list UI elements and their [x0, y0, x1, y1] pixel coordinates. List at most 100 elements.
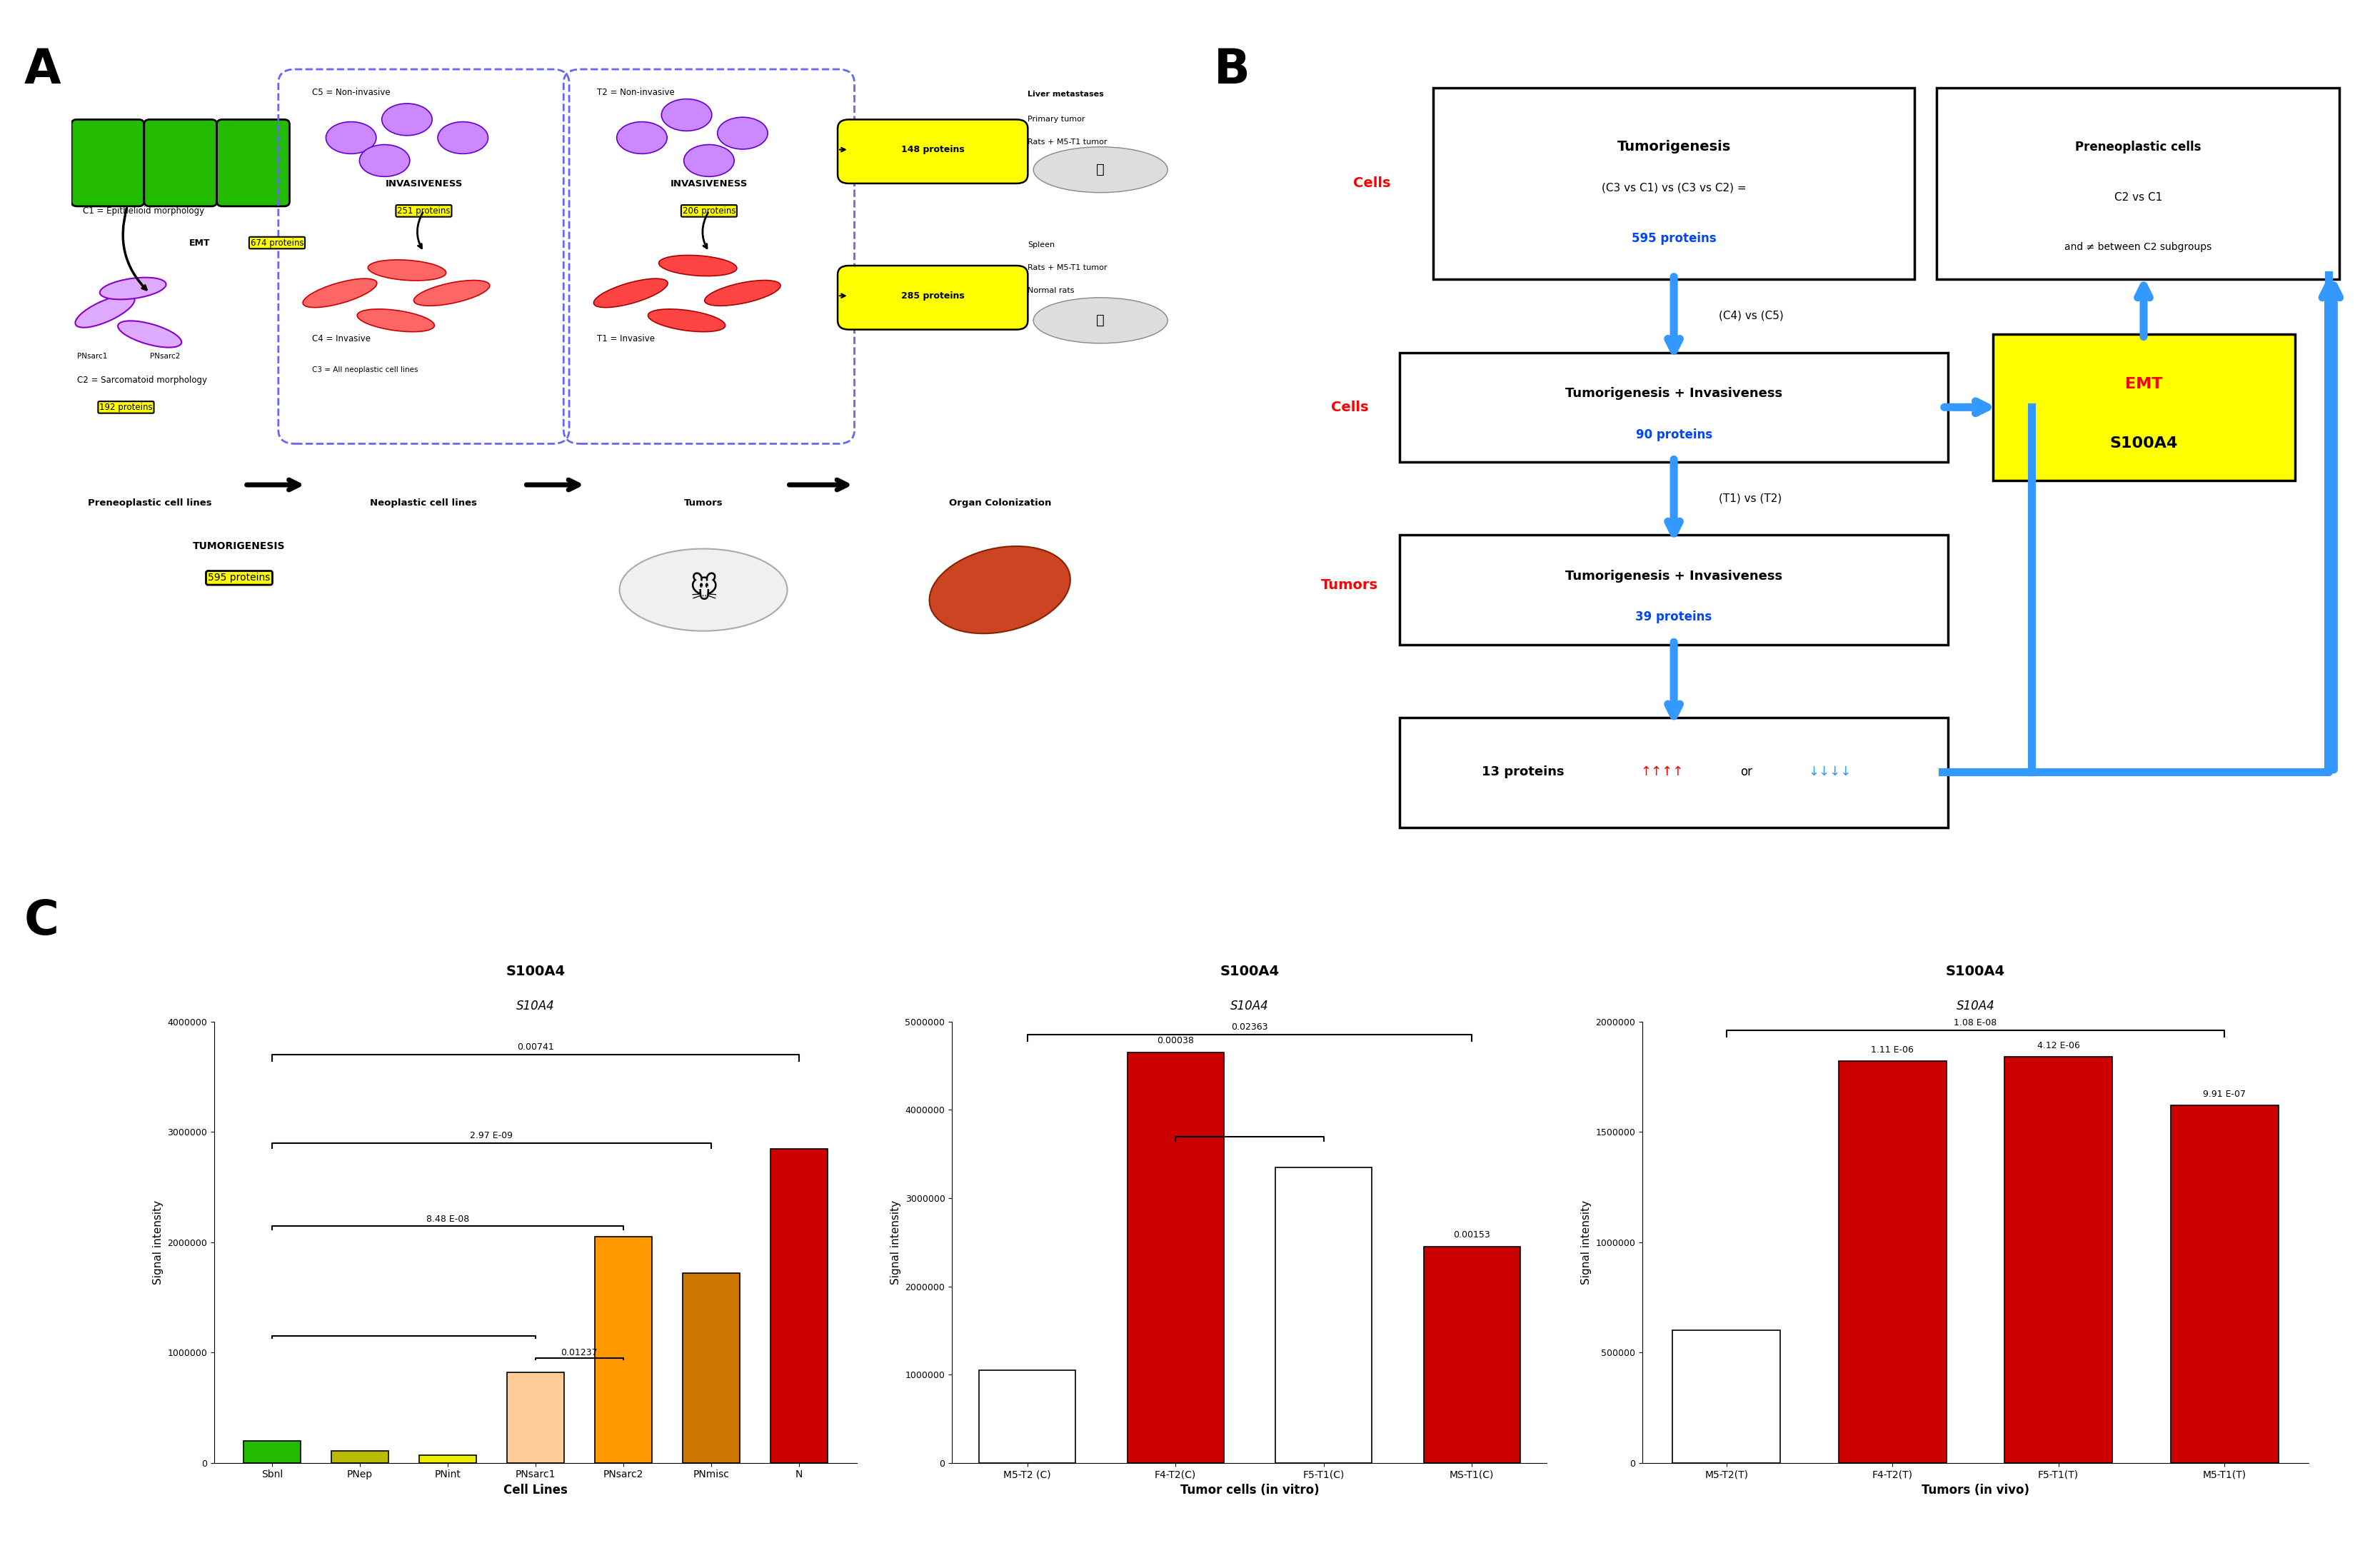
- Ellipse shape: [438, 122, 488, 153]
- Ellipse shape: [659, 255, 738, 276]
- Ellipse shape: [662, 99, 712, 132]
- Bar: [978, 1370, 1076, 1463]
- Bar: [1837, 1062, 1947, 1463]
- Ellipse shape: [704, 280, 781, 307]
- Ellipse shape: [100, 277, 167, 299]
- Text: Preneoplastic cells: Preneoplastic cells: [2075, 141, 2202, 153]
- Bar: [419, 1455, 476, 1463]
- Text: INVASIVENESS: INVASIVENESS: [671, 180, 747, 189]
- Bar: [2171, 1105, 2278, 1463]
- Ellipse shape: [414, 280, 490, 307]
- Text: Tumors: Tumors: [683, 498, 724, 508]
- Ellipse shape: [928, 546, 1071, 633]
- Text: PNsarc1: PNsarc1: [76, 353, 107, 359]
- FancyBboxPatch shape: [838, 119, 1028, 183]
- FancyBboxPatch shape: [1992, 334, 2294, 480]
- Text: INVASIVENESS: INVASIVENESS: [386, 180, 462, 189]
- Ellipse shape: [1033, 297, 1169, 344]
- Text: ↓↓↓↓: ↓↓↓↓: [1809, 765, 1852, 779]
- FancyBboxPatch shape: [71, 119, 145, 206]
- Text: 0.00153: 0.00153: [1454, 1231, 1490, 1240]
- Text: 2.97 E-09: 2.97 E-09: [471, 1132, 514, 1141]
- Text: S100A4: S100A4: [2109, 437, 2178, 450]
- Text: EMT: EMT: [2125, 378, 2163, 392]
- Text: 595 proteins: 595 proteins: [207, 573, 271, 584]
- Text: 🐀: 🐀: [1097, 163, 1104, 176]
- Text: TUMORIGENESIS: TUMORIGENESIS: [193, 540, 286, 551]
- Text: Tumors: Tumors: [1321, 579, 1378, 591]
- Text: (C3 vs C1) vs (C3 vs C2) =: (C3 vs C1) vs (C3 vs C2) =: [1602, 183, 1747, 194]
- X-axis label: Tumors (in vivo): Tumors (in vivo): [1921, 1485, 2030, 1497]
- Bar: [1128, 1053, 1223, 1463]
- FancyBboxPatch shape: [1399, 353, 1947, 461]
- Text: C3 = All neoplastic cell lines: C3 = All neoplastic cell lines: [312, 367, 419, 373]
- Text: 1.08 E-08: 1.08 E-08: [1954, 1019, 1997, 1028]
- Text: 0.01237: 0.01237: [562, 1348, 597, 1358]
- Ellipse shape: [357, 310, 436, 331]
- Text: S10A4: S10A4: [1230, 1000, 1269, 1012]
- Ellipse shape: [647, 310, 726, 331]
- Text: 9.91 E-07: 9.91 E-07: [2204, 1090, 2247, 1099]
- Bar: [2004, 1057, 2113, 1463]
- Text: Tumorigenesis + Invasiveness: Tumorigenesis + Invasiveness: [1566, 570, 1783, 582]
- Text: Organ Colonization: Organ Colonization: [950, 498, 1052, 508]
- Ellipse shape: [1033, 147, 1169, 192]
- Ellipse shape: [369, 260, 445, 280]
- Text: S100A4: S100A4: [1221, 964, 1278, 978]
- Text: 8.48 E-08: 8.48 E-08: [426, 1215, 469, 1224]
- Text: Liver metastases: Liver metastases: [1028, 91, 1104, 98]
- Ellipse shape: [119, 320, 181, 347]
- Text: EMT: EMT: [188, 238, 209, 248]
- Ellipse shape: [359, 144, 409, 176]
- Text: Cells: Cells: [1354, 176, 1390, 190]
- Text: C2 = Sarcomatoid morphology: C2 = Sarcomatoid morphology: [76, 375, 207, 384]
- Text: C1 = Epithelioid morphology: C1 = Epithelioid morphology: [83, 206, 205, 215]
- Text: 206 proteins: 206 proteins: [683, 206, 735, 215]
- Text: Spleen: Spleen: [1028, 241, 1054, 249]
- Text: 0.00038: 0.00038: [1157, 1036, 1195, 1045]
- Ellipse shape: [619, 548, 788, 632]
- Ellipse shape: [683, 144, 733, 176]
- Text: A: A: [24, 46, 60, 93]
- Text: Preneoplastic cell lines: Preneoplastic cell lines: [88, 498, 212, 508]
- Text: 1.11 E-06: 1.11 E-06: [1871, 1045, 1914, 1054]
- Text: C5 = Non-invasive: C5 = Non-invasive: [312, 88, 390, 98]
- Text: 39 proteins: 39 proteins: [1635, 611, 1711, 624]
- Text: S10A4: S10A4: [1956, 1000, 1994, 1012]
- Text: Primary tumor: Primary tumor: [1028, 116, 1085, 122]
- Bar: [1276, 1167, 1371, 1463]
- Text: 148 proteins: 148 proteins: [902, 146, 964, 155]
- Text: Cells: Cells: [1330, 401, 1368, 413]
- X-axis label: Cell Lines: Cell Lines: [505, 1485, 566, 1497]
- FancyBboxPatch shape: [1399, 536, 1947, 644]
- Text: ↑↑↑↑: ↑↑↑↑: [1640, 765, 1683, 779]
- Text: S100A4: S100A4: [1947, 964, 2004, 978]
- Text: Tumorigenesis: Tumorigenesis: [1616, 141, 1730, 153]
- Text: Rats + M5-T1 tumor: Rats + M5-T1 tumor: [1028, 265, 1107, 271]
- Text: 🐀: 🐀: [1097, 314, 1104, 327]
- Text: 90 proteins: 90 proteins: [1635, 429, 1711, 441]
- Text: or: or: [1740, 765, 1752, 779]
- Text: 0.00741: 0.00741: [516, 1042, 555, 1051]
- Text: C: C: [24, 898, 60, 944]
- Y-axis label: Signal intensity: Signal intensity: [890, 1200, 902, 1285]
- Text: 🐭: 🐭: [688, 576, 719, 604]
- Y-axis label: Signal intensity: Signal intensity: [1580, 1200, 1592, 1285]
- Text: 595 proteins: 595 proteins: [1633, 232, 1716, 245]
- Bar: [243, 1441, 300, 1463]
- Bar: [771, 1149, 828, 1463]
- Text: C2 vs C1: C2 vs C1: [2113, 192, 2161, 203]
- Text: 285 proteins: 285 proteins: [902, 291, 964, 300]
- Ellipse shape: [716, 118, 769, 149]
- Text: 13 proteins: 13 proteins: [1483, 765, 1564, 779]
- FancyBboxPatch shape: [1433, 88, 1914, 279]
- Text: and ≠ between C2 subgroups: and ≠ between C2 subgroups: [2063, 243, 2211, 252]
- Bar: [507, 1373, 564, 1463]
- FancyBboxPatch shape: [838, 266, 1028, 330]
- Text: Normal rats: Normal rats: [1028, 288, 1076, 294]
- Text: Neoplastic cell lines: Neoplastic cell lines: [371, 498, 478, 508]
- FancyBboxPatch shape: [217, 119, 290, 206]
- Text: (C4) vs (C5): (C4) vs (C5): [1718, 311, 1783, 322]
- Text: 674 proteins: 674 proteins: [250, 238, 305, 248]
- FancyBboxPatch shape: [1937, 88, 2340, 279]
